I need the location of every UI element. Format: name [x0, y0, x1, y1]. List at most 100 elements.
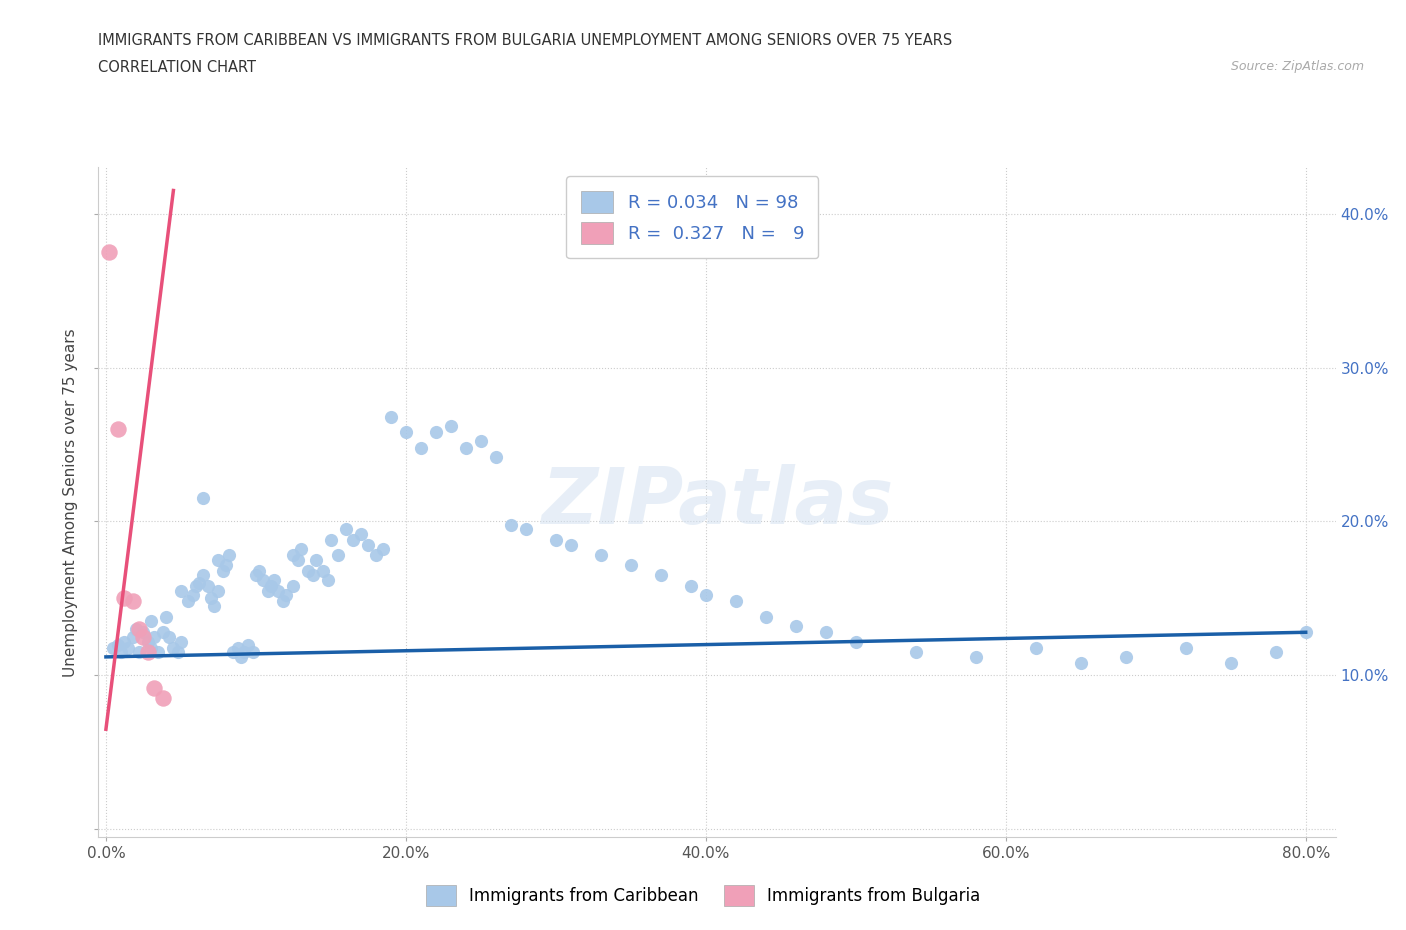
Point [184, 578, 207, 593]
Point [202, 599, 225, 614]
Point [1295, 625, 1317, 640]
Point [139, 614, 162, 629]
Point [904, 644, 927, 659]
Text: IMMIGRANTS FROM CARIBBEAN VS IMMIGRANTS FROM BULGARIA UNEMPLOYMENT AMONG SENIORS: IMMIGRANTS FROM CARIBBEAN VS IMMIGRANTS … [98, 33, 953, 47]
Point [695, 588, 717, 603]
Point [167, 644, 190, 659]
Point [440, 418, 463, 433]
Point [560, 538, 582, 552]
Point [373, 541, 395, 556]
Point [1264, 644, 1286, 659]
Point [274, 588, 297, 603]
Point [328, 548, 350, 563]
Point [425, 425, 447, 440]
Text: CORRELATION CHART: CORRELATION CHART [98, 60, 256, 75]
Point [207, 583, 229, 598]
Point [103, 640, 125, 655]
Point [97, 245, 120, 259]
Point [122, 594, 145, 609]
Point [142, 680, 165, 695]
Point [620, 557, 643, 572]
Point [297, 564, 319, 578]
Point [252, 573, 274, 588]
Point [357, 538, 380, 552]
Point [107, 637, 129, 652]
Point [755, 609, 778, 624]
Point [1115, 649, 1137, 664]
Point [271, 594, 294, 609]
Point [155, 609, 177, 624]
Point [263, 573, 285, 588]
Point [785, 618, 807, 633]
Point [350, 526, 373, 541]
Point [136, 634, 159, 649]
Point [845, 634, 868, 649]
Text: Source: ZipAtlas.com: Source: ZipAtlas.com [1230, 60, 1364, 73]
Point [152, 691, 174, 706]
Point [142, 630, 165, 644]
Point [193, 568, 215, 583]
Point [200, 591, 222, 605]
Point [342, 533, 364, 548]
Point [128, 644, 150, 659]
Point [110, 644, 132, 659]
Legend: R = 0.034   N = 98, R =  0.327   N =   9: R = 0.034 N = 98, R = 0.327 N = 9 [567, 177, 818, 259]
Point [170, 583, 193, 598]
Point [335, 522, 357, 537]
Point [544, 533, 567, 548]
Point [312, 564, 335, 578]
Point [193, 491, 215, 506]
Point [125, 622, 148, 637]
Point [515, 522, 537, 537]
Point [267, 583, 290, 598]
Point [380, 409, 402, 424]
Text: ZIPatlas: ZIPatlas [541, 464, 893, 540]
Point [128, 622, 150, 637]
Point [197, 578, 219, 593]
Point [1174, 640, 1197, 655]
Point [207, 552, 229, 567]
Point [589, 548, 612, 563]
Point [215, 557, 238, 572]
Y-axis label: Unemployment Among Seniors over 75 years: Unemployment Among Seniors over 75 years [63, 328, 79, 676]
Point [112, 591, 135, 605]
Point [177, 594, 200, 609]
Point [107, 421, 129, 436]
Point [112, 634, 135, 649]
Point [122, 630, 145, 644]
Point [499, 517, 522, 532]
Point [485, 449, 508, 464]
Point [238, 637, 260, 652]
Point [319, 533, 342, 548]
Point [218, 548, 240, 563]
Point [283, 578, 305, 593]
Point [1219, 656, 1241, 671]
Point [226, 640, 249, 655]
Point [229, 649, 252, 664]
Point [290, 541, 312, 556]
Point [1070, 656, 1092, 671]
Point [965, 649, 987, 664]
Point [724, 594, 747, 609]
Point [187, 576, 209, 591]
Point [247, 564, 270, 578]
Point [242, 644, 264, 659]
Point [136, 644, 159, 659]
Point [364, 548, 387, 563]
Point [814, 625, 837, 640]
Point [170, 634, 193, 649]
Point [212, 564, 235, 578]
Point [287, 552, 309, 567]
Point [117, 640, 139, 655]
Point [245, 568, 267, 583]
Point [470, 434, 492, 449]
Point [679, 578, 702, 593]
Legend: Immigrants from Caribbean, Immigrants from Bulgaria: Immigrants from Caribbean, Immigrants fr… [419, 879, 987, 912]
Point [1025, 640, 1047, 655]
Point [222, 644, 245, 659]
Point [302, 568, 325, 583]
Point [132, 630, 155, 644]
Point [305, 552, 328, 567]
Point [650, 568, 672, 583]
Point [283, 548, 305, 563]
